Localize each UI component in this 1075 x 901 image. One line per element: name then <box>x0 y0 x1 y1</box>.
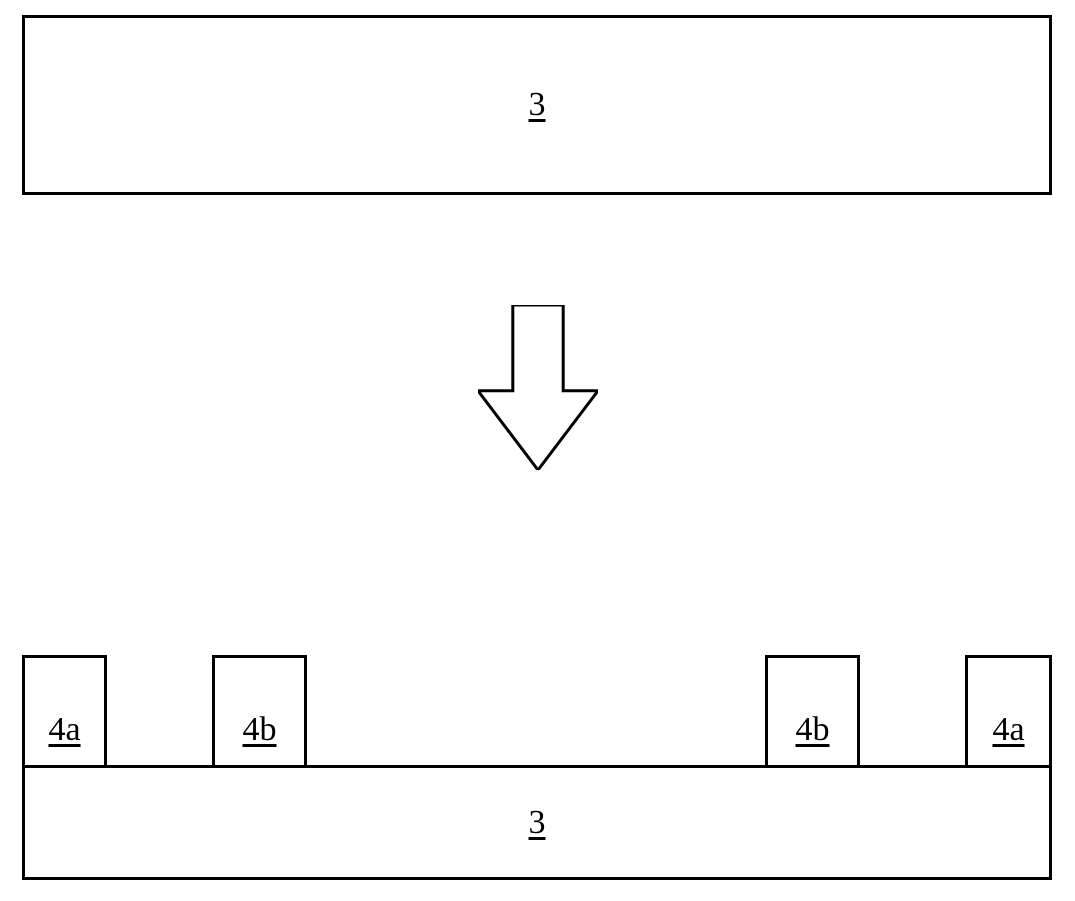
down-arrow-icon <box>478 305 598 470</box>
top-layer: 3 <box>22 15 1052 195</box>
bottom-substrate-label: 3 <box>529 804 546 842</box>
structure-label: 4b <box>243 711 277 749</box>
structure-2: 4b <box>765 655 860 765</box>
structure-label: 4a <box>992 711 1024 749</box>
structure-label: 4a <box>48 711 80 749</box>
structure-label: 4b <box>796 711 830 749</box>
structure-3: 4a <box>965 655 1052 765</box>
bottom-substrate: 3 <box>22 765 1052 880</box>
process-arrow <box>478 305 598 475</box>
structure-1: 4b <box>212 655 307 765</box>
top-layer-label: 3 <box>529 86 546 124</box>
structure-0: 4a <box>22 655 107 765</box>
